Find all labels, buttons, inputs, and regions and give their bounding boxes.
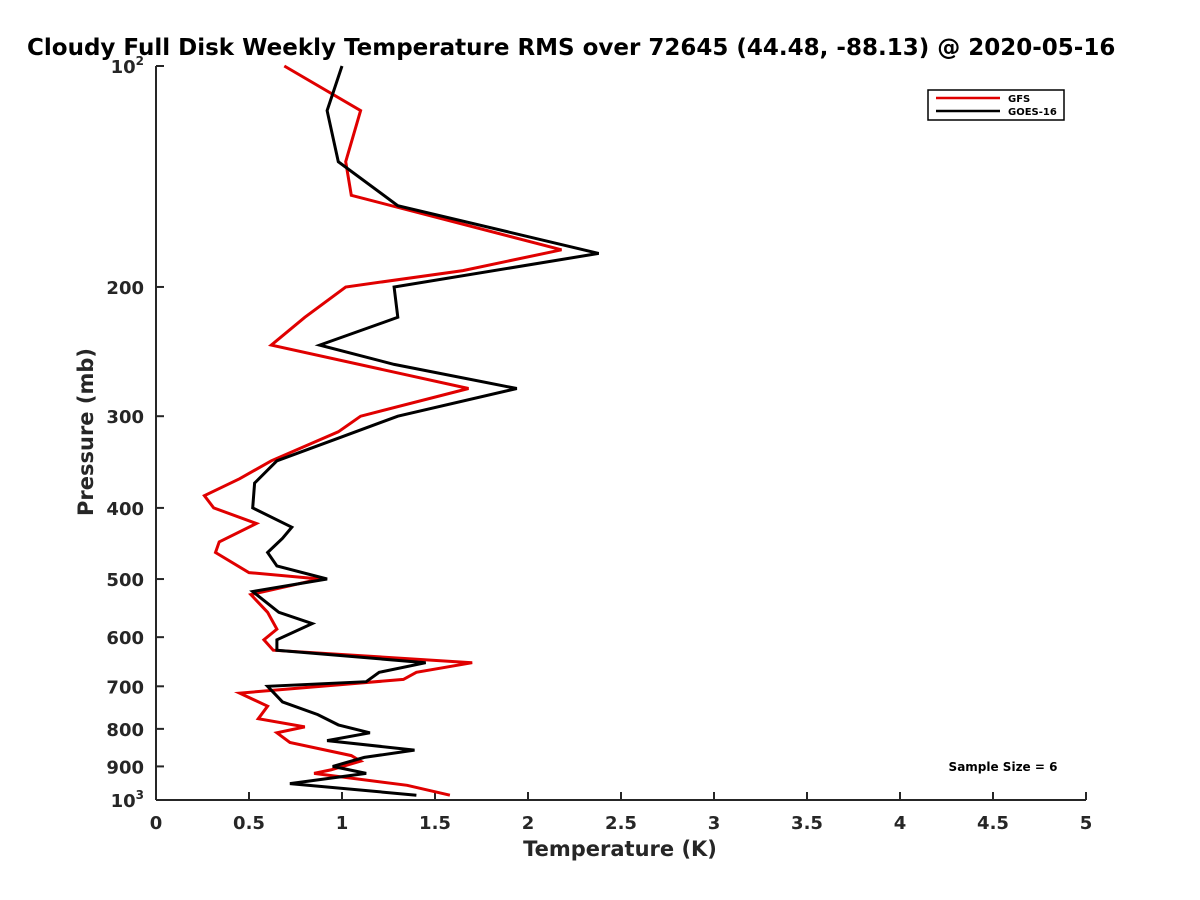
y-tick-label: 103 <box>111 788 144 812</box>
y-tick-label: 900 <box>106 757 144 778</box>
y-axis-label: Pressure (mb) <box>74 348 98 516</box>
series-line-goes-16 <box>249 65 600 797</box>
x-tick-label: 2.5 <box>605 813 637 834</box>
y-tick-label: 800 <box>106 720 144 741</box>
series-line-gfs <box>202 64 562 797</box>
x-tick-label: 0.5 <box>233 813 265 834</box>
y-tick-label: 400 <box>106 499 144 520</box>
legend-label-goes-16: GOES-16 <box>1008 107 1057 118</box>
y-tick-label: 102 <box>111 54 144 78</box>
y-tick-label: 200 <box>106 278 144 299</box>
y-tick-label: 300 <box>106 407 144 428</box>
sample-size-annotation: Sample Size = 6 <box>949 760 1058 774</box>
plot-area: 0 0.5 1 1.5 2 2.5 3 3.5 4 4.5 5 102 200 300 400 500 600 7… <box>106 54 1092 834</box>
x-axis-label: Temperature (K) <box>523 837 717 861</box>
y-tick-label: 700 <box>106 677 144 698</box>
chart-title: Cloudy Full Disk Weekly Temperature RMS … <box>27 35 1115 61</box>
y-tick-label: 600 <box>106 628 144 649</box>
legend-label-gfs: GFS <box>1008 94 1030 105</box>
x-tick-label: 1 <box>336 813 349 834</box>
legend-box <box>927 89 1065 121</box>
x-tick-label: 3 <box>708 813 721 834</box>
x-tick-label: 3.5 <box>791 813 823 834</box>
x-tick-label: 1.5 <box>419 813 451 834</box>
x-tick-label: 4 <box>894 813 907 834</box>
x-tick-label: 5 <box>1080 813 1093 834</box>
x-tick-label: 2 <box>522 813 535 834</box>
x-tick-label: 4.5 <box>977 813 1009 834</box>
legend: GFS GOES-16 <box>927 89 1065 121</box>
x-tick-label: 0 <box>150 813 163 834</box>
y-tick-label: 500 <box>106 570 144 591</box>
